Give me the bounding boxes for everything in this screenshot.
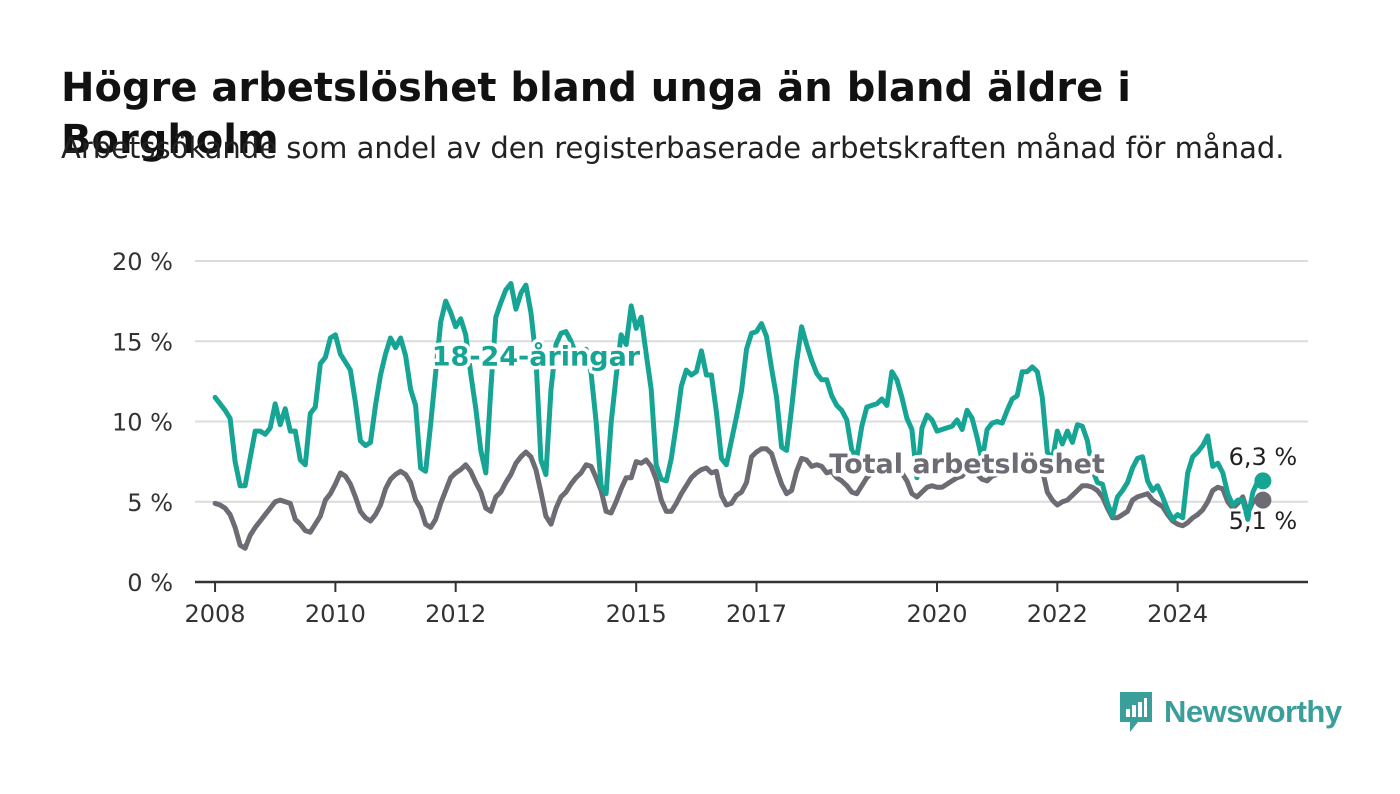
x-tick-label: 2010 [305,600,366,628]
chart-subtitle: Arbetssökande som andel av den registerb… [61,131,1285,165]
x-tick-label: 2024 [1147,600,1208,628]
series-end-dot [1254,472,1272,490]
series-annotation: 18-24-åringar [432,340,641,372]
series-end-label: 5,1 % [1229,507,1298,535]
series-line [212,281,1266,522]
x-tick-label: 2017 [726,600,787,628]
y-tick-label: 15 % [112,328,173,356]
annotations: 18-24-åringar Total arbetslöshet [428,337,1108,484]
series-lines [212,281,1266,551]
y-tick-label: 5 % [127,489,173,517]
chart-title: Högre arbetslöshet bland unga än bland ä… [61,65,1131,163]
x-tick-label: 2015 [606,600,667,628]
brand-name: Newsworthy [1164,694,1342,729]
x-tick-label: 2008 [185,600,246,628]
newsworthy-logo-icon [1120,692,1152,732]
series-annotation: Total arbetslöshet [829,449,1105,480]
x-tick-label: 2012 [425,600,486,628]
y-tick-label: 0 % [127,569,173,597]
y-tick-label: 20 % [112,248,173,276]
series-line [212,446,1266,551]
x-tick-label: 2022 [1027,600,1088,628]
series-end-label: 6,3 % [1229,443,1298,471]
x-tick-label: 2020 [906,600,967,628]
y-axis-ticks: 0 % 5 % 10 % 15 % 20 % [112,248,173,597]
end-labels: 6,3 % 5,1 % [1226,440,1301,538]
y-tick-label: 10 % [112,409,173,437]
x-axis-ticks: 2008 2010 2012 2015 2017 2020 2022 2024 [185,582,1208,628]
series-end-dot [1254,491,1272,509]
newsworthy-brand[interactable]: Newsworthy [1118,690,1342,734]
